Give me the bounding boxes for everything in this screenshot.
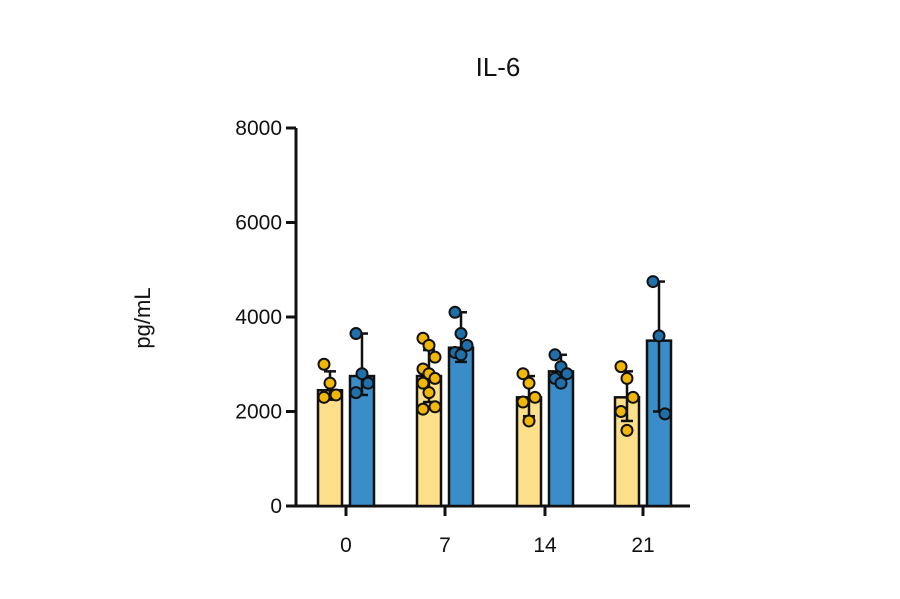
data-point (428, 400, 442, 414)
data-point (361, 376, 375, 390)
data-point (620, 423, 634, 437)
data-point (355, 367, 369, 381)
x-tick-label: 7 (439, 534, 451, 557)
x-tick-label: 0 (340, 534, 352, 557)
y-tick-label: 2000 (235, 401, 282, 424)
chart-title: IL-6 (476, 52, 521, 82)
data-point (428, 350, 442, 364)
bar-group (348, 327, 376, 508)
bar (316, 388, 344, 508)
data-point (448, 305, 462, 319)
data-point (560, 367, 574, 381)
data-point (522, 414, 536, 428)
bar-group (447, 305, 475, 508)
bar-group (415, 331, 443, 508)
data-point (416, 376, 430, 390)
data-point (422, 386, 436, 400)
data-point (652, 329, 666, 343)
y-tick-label: 6000 (235, 212, 282, 235)
data-point (516, 367, 530, 381)
data-point (620, 371, 634, 385)
data-point (460, 338, 474, 352)
bar (447, 346, 475, 508)
data-point (548, 348, 562, 362)
bar-group (645, 275, 673, 508)
bar-group (613, 360, 641, 508)
data-point (323, 376, 337, 390)
data-point (416, 402, 430, 416)
bar (415, 374, 443, 508)
x-tick-label: 21 (631, 534, 654, 557)
data-point (614, 360, 628, 374)
y-tick-label: 0 (270, 495, 282, 518)
data-point (614, 405, 628, 418)
bar-group (316, 357, 344, 508)
data-point (626, 390, 640, 404)
bar (547, 370, 575, 508)
data-point (554, 376, 568, 390)
y-axis-label: pg/mL (130, 287, 155, 348)
data-point (454, 348, 468, 362)
x-tick-label: 14 (533, 534, 557, 557)
data-point (516, 395, 530, 409)
plot-area: 0 2000 4000 6000 8000 0 7 14 21 (235, 117, 690, 557)
data-point (349, 327, 363, 341)
data-point (329, 388, 343, 402)
data-point (317, 390, 331, 404)
y-tick-label: 4000 (235, 306, 282, 329)
data-point (422, 338, 436, 352)
data-point (428, 371, 442, 385)
data-point (646, 275, 660, 289)
data-point (349, 386, 363, 400)
data-point (522, 376, 536, 390)
data-point (454, 327, 468, 341)
data-point (528, 390, 542, 404)
bar-group (515, 367, 543, 508)
data-point (658, 407, 672, 421)
data-point (317, 357, 331, 371)
bar-group (547, 348, 575, 508)
y-tick-label: 8000 (235, 117, 282, 140)
